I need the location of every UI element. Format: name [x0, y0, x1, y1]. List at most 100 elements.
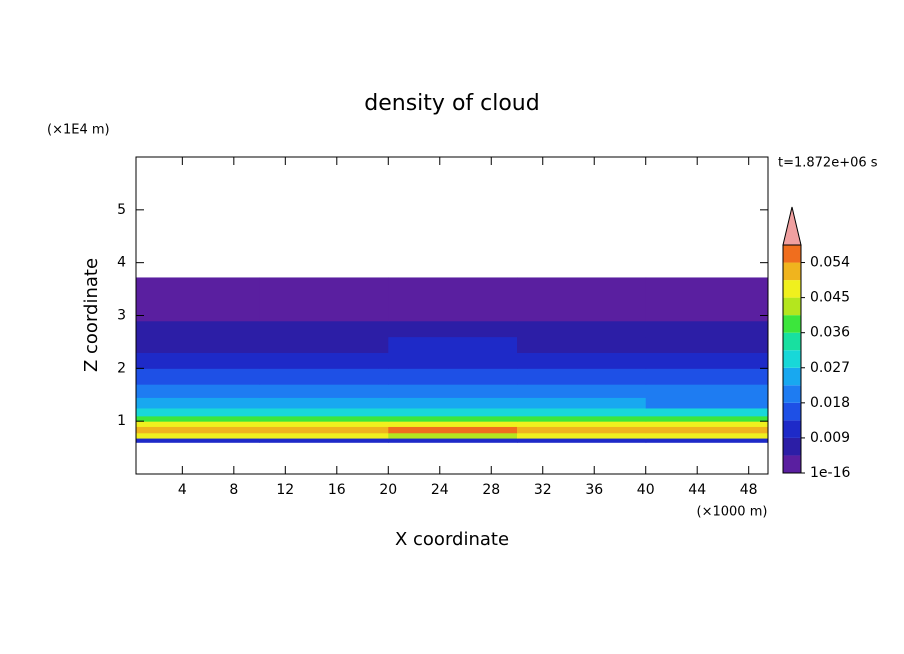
colorbar-tick-label: 0.036	[810, 325, 850, 341]
colorbar-tick-label: 0.054	[810, 255, 850, 271]
contour-cell	[645, 432, 769, 439]
x-tick-label: 20	[379, 482, 397, 498]
x-tick-label: 4	[178, 482, 187, 498]
contour-cell	[517, 352, 647, 369]
contour-cell	[259, 426, 389, 434]
contour-cell	[645, 421, 769, 427]
x-tick-label: 8	[229, 482, 238, 498]
contour-cell	[645, 426, 769, 434]
contour-cell	[259, 368, 389, 385]
colorbar-band	[783, 262, 801, 281]
contour-cell	[645, 320, 769, 338]
x-tick-label: 44	[688, 482, 706, 498]
contour-cell	[517, 432, 647, 439]
contour-cell	[136, 415, 261, 422]
contour-cell	[645, 384, 769, 398]
x-unit: (×1000 m)	[697, 505, 768, 520]
contour-cell	[259, 336, 389, 353]
x-tick-label: 36	[585, 482, 603, 498]
contour-cell	[136, 407, 261, 417]
colorbar-band	[783, 245, 801, 263]
contour-cell	[136, 432, 261, 439]
x-tick-label: 28	[482, 482, 500, 498]
contour-cell	[645, 368, 769, 385]
contour-cell	[259, 432, 389, 439]
contour-cell	[259, 352, 389, 369]
x-tick-label: 40	[637, 482, 655, 498]
y-axis-label: Z coordinate	[81, 258, 102, 372]
contour-cell	[136, 397, 261, 409]
colorbar-band	[783, 437, 801, 456]
contour-cell	[388, 352, 518, 369]
contour-cell	[517, 421, 647, 427]
contour-cell	[259, 421, 389, 427]
colorbar-band	[783, 402, 801, 421]
x-tick-label: 24	[431, 482, 449, 498]
colorbar-tick-label: 0.027	[810, 360, 850, 376]
colorbar-extend	[782, 206, 802, 246]
colorbar-band	[783, 455, 801, 473]
colorbar-tick-label: 0.009	[810, 430, 850, 446]
contour-cell	[388, 415, 518, 422]
x-tick-label: 12	[276, 482, 294, 498]
contour-cell	[517, 397, 647, 409]
colorbar-band	[783, 280, 801, 298]
colorbar-band	[783, 297, 801, 316]
contour-cell	[259, 384, 389, 398]
contour-cell	[259, 438, 389, 443]
contour-cell	[388, 277, 518, 322]
contour-cell	[388, 426, 518, 434]
colorbar-band	[783, 350, 801, 368]
contour-cell	[517, 438, 647, 443]
contour-cell	[388, 368, 518, 385]
contour-cell	[517, 368, 647, 385]
x-tick-label: 16	[328, 482, 346, 498]
contour-cell	[645, 277, 769, 322]
contour-cell	[259, 415, 389, 422]
colorbar-band	[783, 332, 801, 351]
colorbar-band	[783, 315, 801, 333]
contour-cell	[259, 320, 389, 338]
colorbar-band	[783, 420, 801, 438]
y-tick-label: 1	[117, 413, 126, 429]
y-tick-label: 2	[117, 360, 126, 376]
contour-cell	[645, 352, 769, 369]
contour-cell	[517, 277, 647, 322]
y-tick-label: 3	[117, 308, 126, 324]
time-label: t=1.872e+06 s	[778, 156, 878, 171]
contour-cell	[517, 407, 647, 417]
contour-cell	[388, 397, 518, 409]
x-tick-label: 32	[534, 482, 552, 498]
contour-cell	[388, 407, 518, 417]
colorbar-frame	[782, 244, 802, 474]
x-axis-label: X coordinate	[395, 529, 509, 550]
contour-cell	[517, 415, 647, 422]
x-tick-label: 48	[740, 482, 758, 498]
contour-cell	[259, 397, 389, 409]
contour-cell	[388, 336, 518, 353]
colorbar-tick-label: 0.045	[810, 290, 850, 306]
contour-cell	[388, 438, 518, 443]
contour-cell	[388, 421, 518, 427]
y-tick-label: 5	[117, 202, 126, 218]
contour-cell	[388, 384, 518, 398]
contour-cell	[517, 384, 647, 398]
contour-cell	[388, 320, 518, 338]
contour-cell	[136, 426, 261, 434]
contour-cell	[259, 277, 389, 322]
y-unit: (×1E4 m)	[47, 123, 110, 138]
y-tick-label: 4	[117, 255, 126, 271]
contour-cell	[645, 336, 769, 353]
contour-cell	[136, 277, 261, 322]
contour-cell	[517, 320, 647, 338]
contour-cell	[136, 421, 261, 427]
contour-cell	[136, 320, 261, 338]
contour-cell	[136, 438, 261, 443]
contour-cell	[645, 438, 769, 443]
colorbar-tick-label: 1e-16	[810, 465, 850, 481]
contour-cell	[645, 415, 769, 422]
contour-cell	[645, 407, 769, 417]
contour-cell	[259, 407, 389, 417]
chart-title: density of cloud	[364, 91, 539, 116]
